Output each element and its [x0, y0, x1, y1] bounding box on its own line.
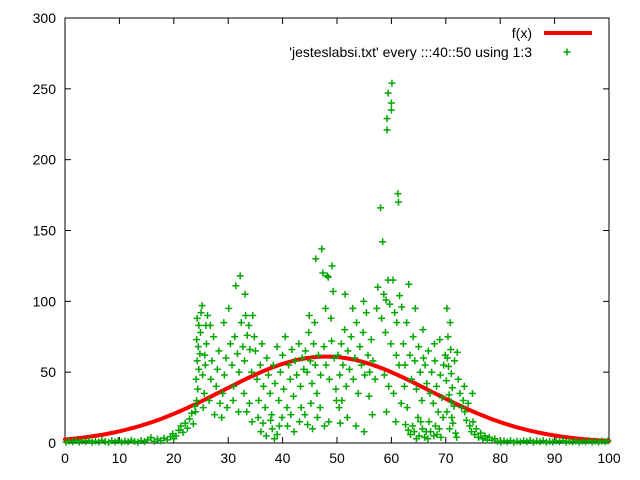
- scatter-points: [62, 79, 612, 446]
- legend-entry-datafile: 'jesteslabsi.txt' every :::40::50 using …: [289, 44, 571, 60]
- axis-tick-labels: 0 10 20 30 40 50 60 70 80 90 100 0 50 100 150 200 250 300: [33, 10, 621, 466]
- legend-plus-marker-icon: [563, 48, 571, 56]
- y-tick-label: 0: [48, 435, 56, 451]
- x-tick-label: 0: [61, 450, 69, 466]
- x-tick-label: 40: [275, 450, 291, 466]
- x-tick-label: 90: [547, 450, 563, 466]
- x-tick-label: 10: [112, 450, 128, 466]
- y-tick-label: 150: [33, 223, 57, 239]
- x-tick-label: 80: [492, 450, 508, 466]
- x-tick-label: 50: [329, 450, 345, 466]
- legend-entry-fx: f(x): [512, 25, 592, 41]
- legend: f(x) 'jesteslabsi.txt' every :::40::50 u…: [289, 25, 592, 60]
- y-tick-label: 50: [40, 364, 56, 380]
- x-tick-label: 60: [384, 450, 400, 466]
- x-tick-label: 20: [166, 450, 182, 466]
- y-tick-label: 250: [33, 81, 57, 97]
- x-tick-label: 70: [438, 450, 454, 466]
- legend-label-datafile: 'jesteslabsi.txt' every :::40::50 using …: [289, 44, 532, 60]
- x-tick-label: 100: [597, 450, 621, 466]
- axis-ticks: [64, 17, 610, 444]
- y-tick-label: 200: [33, 152, 57, 168]
- plot-border: [64, 17, 610, 444]
- legend-label-fx: f(x): [512, 25, 532, 41]
- fx-curve-group: [63, 354, 611, 443]
- y-tick-label: 300: [33, 10, 57, 26]
- x-tick-label: 30: [220, 450, 236, 466]
- fx-curve: [63, 354, 611, 443]
- y-tick-label: 100: [33, 293, 57, 309]
